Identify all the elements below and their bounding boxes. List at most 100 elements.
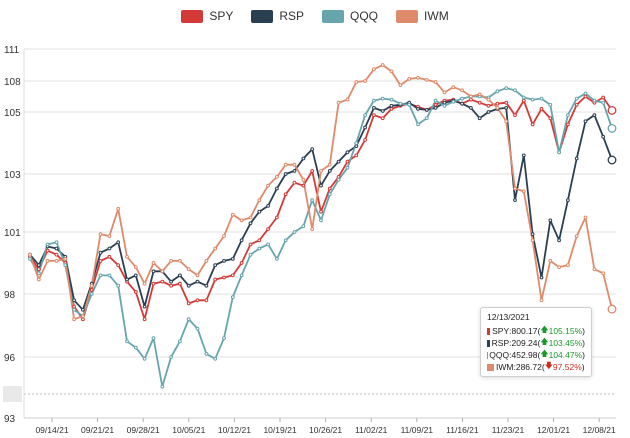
data-point-spy[interactable] — [257, 238, 262, 243]
data-point-qqq[interactable] — [195, 326, 200, 331]
data-point-qqq[interactable] — [389, 97, 394, 102]
data-point-iwm[interactable] — [301, 177, 306, 182]
data-point-qqq[interactable] — [72, 307, 76, 312]
data-point-spy[interactable] — [239, 261, 244, 265]
data-point-iwm[interactable] — [607, 304, 617, 314]
data-point-qqq[interactable] — [133, 345, 138, 350]
data-point-iwm[interactable] — [98, 232, 103, 237]
data-point-rsp[interactable] — [521, 153, 526, 158]
data-point-qqq[interactable] — [178, 339, 182, 344]
data-point-iwm[interactable] — [513, 186, 517, 191]
data-point-qqq[interactable] — [336, 177, 341, 182]
data-point-iwm[interactable] — [469, 94, 473, 99]
data-point-iwm[interactable] — [151, 261, 156, 265]
data-point-qqq[interactable] — [230, 295, 235, 300]
data-point-rsp[interactable] — [583, 119, 588, 124]
data-point-rsp[interactable] — [601, 134, 606, 139]
data-point-rsp[interactable] — [504, 106, 509, 110]
data-point-spy[interactable] — [363, 138, 368, 142]
data-point-iwm[interactable] — [407, 77, 412, 81]
data-point-rsp[interactable] — [213, 263, 218, 268]
data-point-iwm[interactable] — [477, 92, 482, 97]
data-point-iwm[interactable] — [372, 67, 376, 72]
data-point-spy[interactable] — [327, 186, 332, 191]
data-point-rsp[interactable] — [36, 263, 41, 268]
data-point-iwm[interactable] — [275, 175, 279, 179]
data-point-spy[interactable] — [81, 317, 85, 322]
data-point-iwm[interactable] — [45, 259, 50, 263]
data-point-qqq[interactable] — [142, 356, 147, 361]
data-point-rsp[interactable] — [248, 221, 253, 226]
data-point-rsp[interactable] — [116, 240, 121, 245]
data-point-rsp[interactable] — [477, 116, 482, 121]
data-point-iwm[interactable] — [354, 80, 359, 84]
data-point-spy[interactable] — [301, 183, 306, 188]
data-point-iwm[interactable] — [557, 265, 561, 270]
data-point-qqq[interactable] — [557, 150, 561, 155]
data-point-rsp[interactable] — [607, 155, 617, 165]
data-point-qqq[interactable] — [513, 88, 517, 93]
data-point-rsp[interactable] — [98, 250, 103, 255]
data-point-iwm[interactable] — [601, 271, 606, 276]
data-point-iwm[interactable] — [195, 273, 200, 278]
data-point-qqq[interactable] — [116, 283, 121, 288]
data-point-iwm[interactable] — [539, 298, 544, 303]
data-point-iwm[interactable] — [389, 69, 394, 74]
data-point-qqq[interactable] — [36, 271, 41, 276]
data-point-iwm[interactable] — [310, 227, 315, 232]
data-point-qqq[interactable] — [416, 122, 420, 127]
data-point-spy[interactable] — [116, 263, 121, 268]
data-point-rsp[interactable] — [442, 100, 447, 105]
data-point-iwm[interactable] — [495, 106, 500, 110]
data-point-rsp[interactable] — [469, 106, 473, 110]
data-point-spy[interactable] — [142, 317, 147, 322]
data-point-iwm[interactable] — [292, 162, 297, 167]
data-point-spy[interactable] — [495, 101, 500, 106]
data-point-qqq[interactable] — [63, 263, 68, 268]
data-point-spy[interactable] — [583, 94, 588, 99]
data-point-rsp[interactable] — [54, 246, 59, 251]
data-point-qqq[interactable] — [592, 98, 597, 103]
data-point-qqq[interactable] — [433, 98, 438, 103]
data-point-spy[interactable] — [222, 275, 226, 280]
data-point-qqq[interactable] — [283, 238, 288, 243]
data-point-iwm[interactable] — [36, 277, 41, 282]
data-point-rsp[interactable] — [169, 279, 174, 284]
data-point-rsp[interactable] — [257, 209, 262, 214]
data-point-spy[interactable] — [186, 301, 191, 306]
data-point-rsp[interactable] — [310, 147, 315, 152]
data-point-iwm[interactable] — [107, 234, 112, 239]
data-point-qqq[interactable] — [521, 95, 526, 100]
data-point-qqq[interactable] — [398, 101, 403, 106]
data-point-iwm[interactable] — [530, 238, 535, 243]
data-point-spy[interactable] — [319, 209, 323, 214]
data-point-qqq[interactable] — [548, 102, 553, 107]
data-point-iwm[interactable] — [28, 252, 32, 257]
data-point-spy[interactable] — [601, 95, 606, 100]
data-point-spy[interactable] — [380, 116, 385, 121]
data-point-qqq[interactable] — [169, 355, 174, 359]
data-point-qqq[interactable] — [319, 218, 323, 223]
data-point-spy[interactable] — [230, 273, 235, 278]
data-point-qqq[interactable] — [310, 198, 315, 203]
data-point-qqq[interactable] — [601, 100, 606, 105]
data-point-rsp[interactable] — [72, 298, 76, 303]
data-point-qqq[interactable] — [160, 384, 165, 389]
data-point-iwm[interactable] — [460, 88, 465, 93]
data-point-spy[interactable] — [548, 116, 553, 121]
data-point-iwm[interactable] — [433, 80, 438, 84]
data-point-rsp[interactable] — [433, 106, 438, 110]
series-line-rsp[interactable] — [29, 99, 613, 311]
data-point-qqq[interactable] — [327, 192, 332, 197]
data-point-iwm[interactable] — [178, 259, 182, 263]
data-point-spy[interactable] — [513, 113, 517, 117]
data-point-iwm[interactable] — [133, 265, 138, 270]
data-point-spy[interactable] — [336, 175, 341, 179]
data-point-iwm[interactable] — [486, 97, 491, 102]
data-point-iwm[interactable] — [213, 246, 218, 251]
data-point-rsp[interactable] — [133, 273, 138, 278]
data-point-spy[interactable] — [107, 254, 112, 259]
data-point-rsp[interactable] — [354, 144, 359, 149]
data-point-qqq[interactable] — [372, 98, 376, 103]
legend-item-qqq[interactable]: QQQ — [322, 9, 378, 23]
